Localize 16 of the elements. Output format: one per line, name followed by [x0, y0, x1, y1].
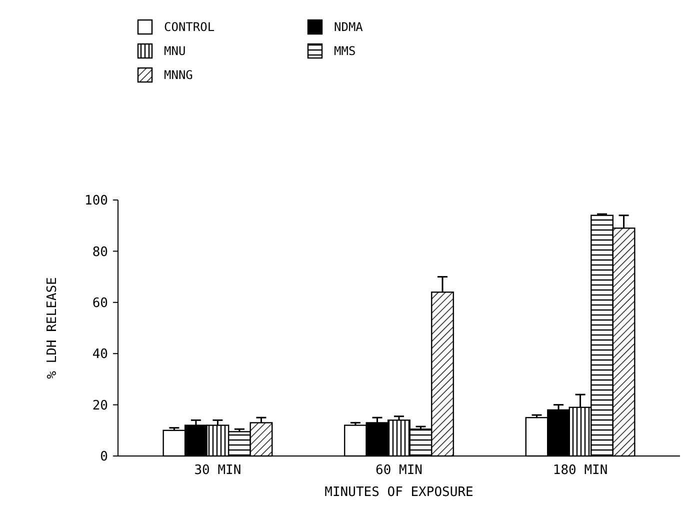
x-tick-label: 30 MIN: [194, 463, 242, 478]
y-tick-label: 80: [92, 244, 108, 260]
y-tick-label: 100: [84, 194, 108, 209]
y-tick-label: 60: [92, 296, 108, 311]
x-tick-label: 180 MIN: [552, 463, 608, 478]
x-axis-title: MINUTES OF EXPOSURE: [324, 485, 474, 500]
legend-label: CONTROL: [164, 20, 215, 34]
y-axis-title: % LDH RELEASE: [45, 277, 60, 379]
legend-label: NDMA: [334, 20, 364, 34]
y-tick-label: 0: [100, 450, 108, 465]
y-tick-label: 40: [92, 347, 108, 362]
x-tick-label: 60 MIN: [376, 463, 422, 478]
legend-label: MNNG: [164, 68, 193, 82]
legend-label: MNU: [164, 44, 186, 58]
legend-label: MMS: [334, 44, 356, 58]
y-tick-label: 20: [92, 398, 108, 414]
